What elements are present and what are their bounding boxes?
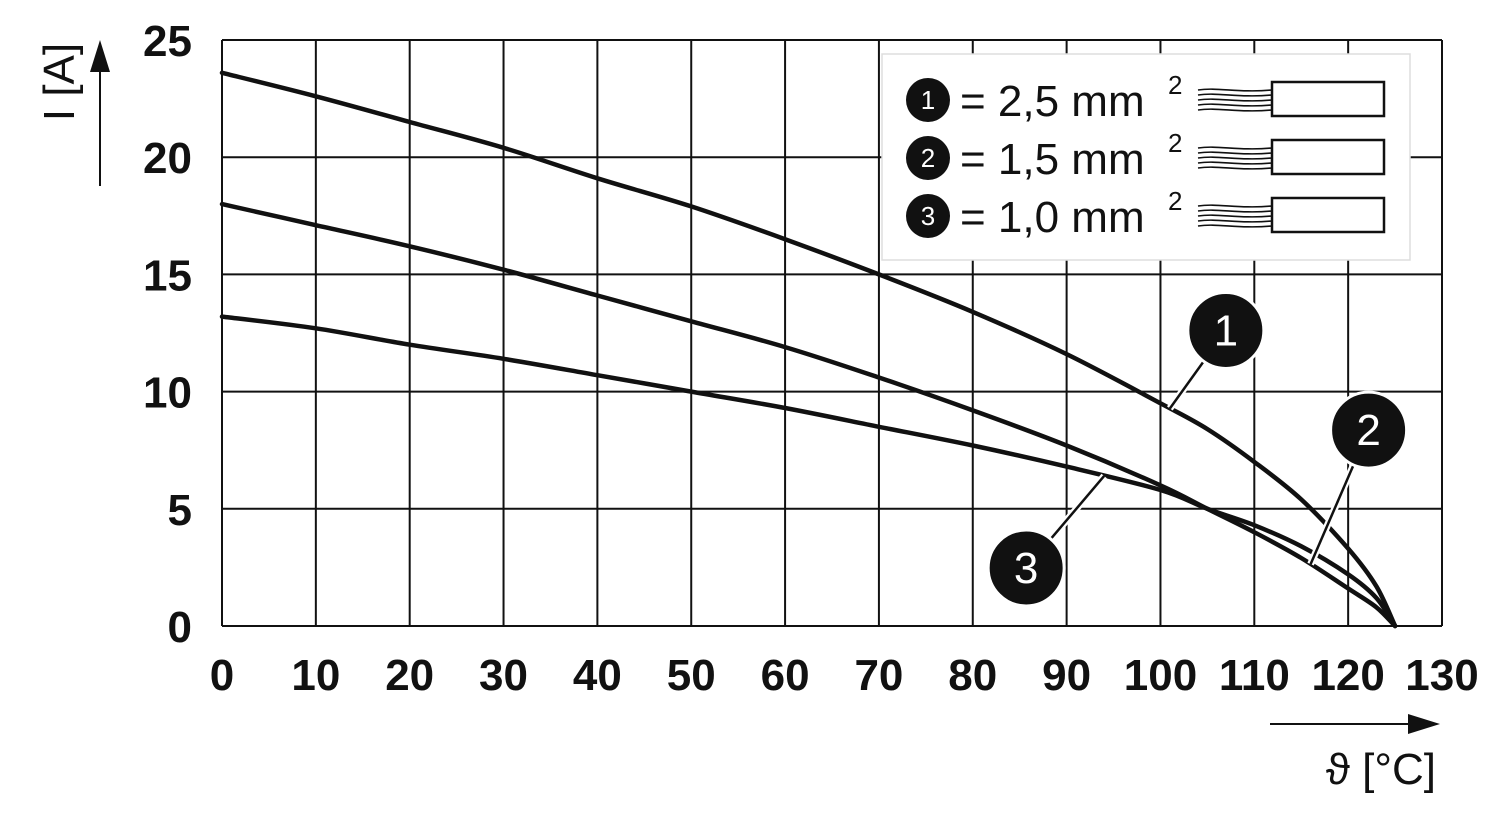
x-tick-labels: 0 10 20 30 40 50 60 70 80 90 100 110 120 130 [210, 651, 1479, 700]
wire-strand [1197, 88, 1273, 92]
wire-strand [1197, 219, 1273, 223]
wire-strand [1197, 166, 1273, 170]
legend-sup-1: 2 [1168, 70, 1182, 100]
x-tick-100: 100 [1124, 651, 1197, 700]
x-tick-70: 70 [854, 651, 903, 700]
legend-marker-label-1: 1 [921, 85, 935, 115]
wire-strand [1197, 161, 1273, 165]
x-tick-120: 120 [1311, 651, 1384, 700]
series-line-3 [219, 314, 1398, 629]
x-tick-50: 50 [667, 651, 716, 700]
x-tick-20: 20 [385, 651, 434, 700]
x-tick-60: 60 [761, 651, 810, 700]
wire-strand [1197, 108, 1273, 112]
callout-marker-1 [1186, 290, 1266, 370]
callout-3: 3 [986, 473, 1107, 608]
legend-sup-3: 2 [1168, 186, 1182, 216]
legend-text-3: = 1,0 mm [960, 193, 1145, 242]
x-tick-40: 40 [573, 651, 622, 700]
x-axis-arrow-head [1408, 714, 1440, 734]
wire-ferrule [1270, 196, 1386, 234]
legend-text-1: = 2,5 mm [960, 77, 1145, 126]
x-tick-0: 0 [210, 651, 234, 700]
y-axis-label: I [A] [35, 43, 84, 121]
wire-strand [1197, 146, 1273, 150]
y-tick-labels: 0 5 10 15 20 25 [143, 17, 192, 652]
wire-strand [1197, 93, 1273, 97]
x-tick-80: 80 [948, 651, 997, 700]
x-tick-110: 110 [1219, 651, 1290, 700]
y-tick-10: 10 [143, 369, 192, 418]
wire-ferrule [1270, 80, 1386, 118]
legend-marker-label-3: 3 [921, 201, 935, 231]
legend-marker-1 [906, 78, 950, 122]
x-axis-label-group: ϑ [°C] [1270, 714, 1440, 794]
wire-strand [1197, 224, 1273, 228]
wire-icon [1197, 138, 1386, 176]
x-tick-130: 130 [1405, 651, 1478, 700]
series-group [219, 70, 1398, 629]
callout-marker-2 [1329, 390, 1409, 470]
x-axis-label: ϑ [°C] [1326, 745, 1436, 794]
y-tick-15: 15 [143, 251, 192, 300]
x-tick-10: 10 [291, 651, 340, 700]
callout-marker-label-3: 3 [1014, 544, 1038, 593]
legend-marker-3 [906, 194, 950, 238]
y-axis-label-group: I [A] [35, 40, 110, 186]
wire-strand [1197, 156, 1273, 160]
y-tick-20: 20 [143, 134, 192, 183]
y-tick-25: 25 [143, 17, 192, 66]
y-tick-5: 5 [168, 486, 192, 535]
x-tick-30: 30 [479, 651, 528, 700]
legend: 1 = 2,5 mm 2 2 = 1,5 mm 2 3 = 1,0 mm 2 [881, 53, 1411, 261]
wire-icon [1197, 80, 1386, 118]
callout-marker-3 [986, 528, 1066, 608]
legend-row-2: 2 = 1,5 mm 2 [906, 128, 1386, 184]
series-line-2 [219, 201, 1398, 629]
legend-row-1: 1 = 2,5 mm 2 [906, 70, 1386, 126]
y-tick-0: 0 [168, 603, 192, 652]
series-line-1 [219, 70, 1398, 629]
callout-marker-label-1: 1 [1214, 306, 1238, 355]
wire-strand [1197, 103, 1273, 107]
wire-strand [1197, 204, 1273, 208]
callout-1: 1 [1167, 290, 1266, 411]
legend-sup-2: 2 [1168, 128, 1182, 158]
wire-strand [1197, 98, 1273, 102]
wire-icon [1197, 196, 1386, 234]
y-axis-arrow-head [90, 40, 110, 72]
wire-strand [1197, 214, 1273, 218]
wire-strand [1197, 209, 1273, 213]
legend-row-3: 3 = 1,0 mm 2 [906, 186, 1386, 242]
legend-text-2: = 1,5 mm [960, 135, 1145, 184]
callouts-group: 1 2 3 [986, 290, 1409, 608]
callout-2: 2 [1307, 390, 1409, 566]
legend-marker-label-2: 2 [921, 143, 935, 173]
callout-marker-label-2: 2 [1356, 406, 1380, 455]
wire-ferrule [1270, 138, 1386, 176]
x-tick-90: 90 [1042, 651, 1091, 700]
legend-rows: 1 = 2,5 mm 2 2 = 1,5 mm 2 3 = 1,0 mm 2 [906, 70, 1386, 242]
legend-marker-2 [906, 136, 950, 180]
wire-strand [1197, 151, 1273, 155]
